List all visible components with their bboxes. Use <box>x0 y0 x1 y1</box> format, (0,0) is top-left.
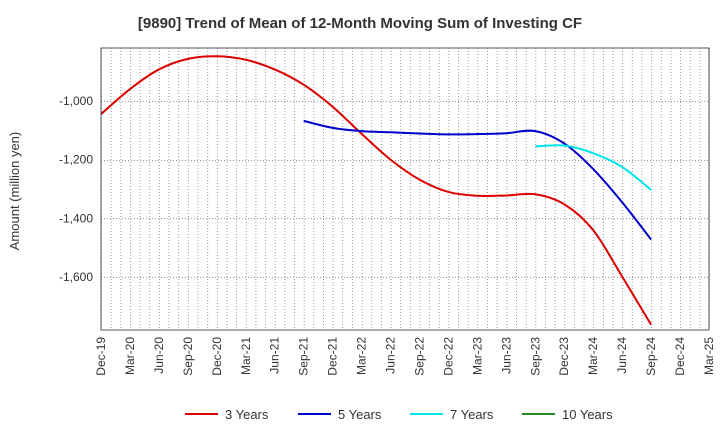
x-tick-label: Mar-20 <box>123 337 137 375</box>
x-tick-label: Sep-20 <box>181 337 195 376</box>
x-tick-label: Mar-23 <box>470 337 484 375</box>
series-lines <box>100 55 652 326</box>
x-tick-label: Sep-22 <box>412 337 426 376</box>
y-tick-label: -1,000 <box>59 94 93 108</box>
x-tick-label: Dec-19 <box>94 337 108 376</box>
legend-label-3-years: 3 Years <box>225 407 269 422</box>
x-tick-label: Mar-22 <box>355 337 369 375</box>
legend-label-5-years: 5 Years <box>338 407 382 422</box>
x-tick-label: Dec-22 <box>441 337 455 376</box>
series-line-5-years <box>303 119 652 241</box>
y-tick-labels: -1,000 -1,200 -1,400 -1,600 <box>59 94 93 284</box>
series-line-3-years <box>100 55 652 326</box>
chart-title: [9890] Trend of Mean of 12-Month Moving … <box>138 15 582 32</box>
y-tick-label: -1,400 <box>59 211 93 225</box>
legend: 3 Years 5 Years 7 Years 10 Years <box>185 407 613 422</box>
x-tick-label: Jun-22 <box>384 337 398 374</box>
x-tick-label: Jun-24 <box>615 337 629 374</box>
grid <box>101 48 710 330</box>
x-tick-label: Sep-24 <box>644 337 658 376</box>
x-tick-label: Sep-23 <box>528 337 542 376</box>
x-tick-label: Jun-23 <box>499 337 513 374</box>
y-tick-label: -1,200 <box>59 153 93 167</box>
x-tick-label: Dec-21 <box>326 337 340 376</box>
x-tick-label: Dec-20 <box>210 337 224 376</box>
plot-background <box>101 48 709 330</box>
x-tick-label: Mar-25 <box>702 337 716 375</box>
x-tick-label: Mar-21 <box>239 337 253 375</box>
x-tick-label: Dec-23 <box>557 337 571 376</box>
legend-label-10-years: 10 Years <box>562 407 613 422</box>
plot-frame <box>100 47 710 331</box>
x-tick-label: Mar-24 <box>586 337 600 375</box>
x-tick-label: Jun-21 <box>268 337 282 374</box>
legend-label-7-years: 7 Years <box>450 407 494 422</box>
x-tick-label: Jun-20 <box>152 337 166 374</box>
x-tick-label: Dec-24 <box>673 337 687 376</box>
y-tick-label: -1,600 <box>59 270 93 284</box>
y-axis-label: Amount (million yen) <box>7 132 22 251</box>
plot-area <box>101 48 709 330</box>
x-tick-label: Sep-21 <box>297 337 311 376</box>
x-tick-labels: Dec-19 Mar-20 Jun-20 Sep-20 Dec-20 Mar-21 Jun-… <box>94 337 716 376</box>
series-line-7-years <box>535 144 652 191</box>
